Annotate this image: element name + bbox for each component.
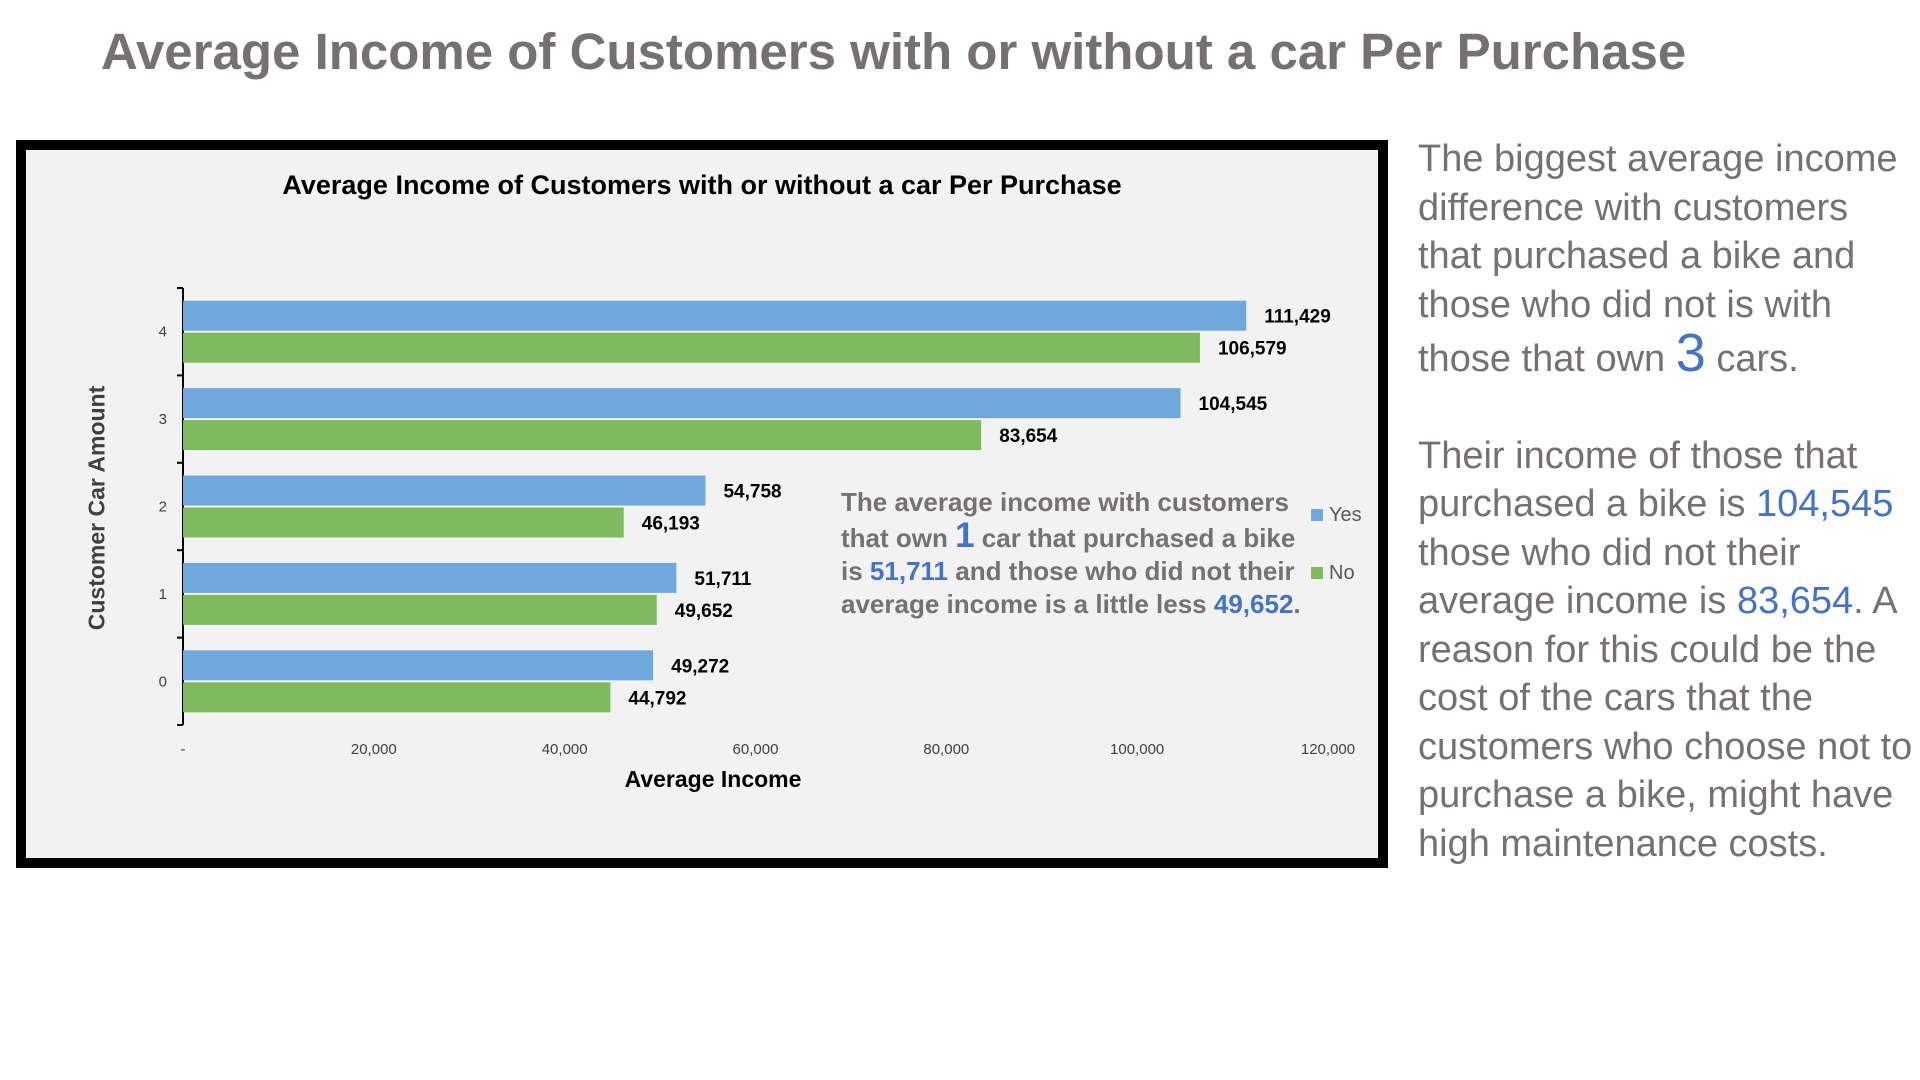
bar-chart: 049,27244,792151,71149,652254,75846,1933…: [159, 287, 1355, 758]
annotation-text-1: The average income with customers that o…: [841, 487, 1289, 553]
chart-title: Average Income of Customers with or with…: [282, 170, 1122, 200]
bar-yes: [183, 388, 1181, 419]
x-tick-label: 120,000: [1301, 741, 1355, 758]
data-label: 51,711: [694, 569, 751, 590]
y-tick-label: 3: [159, 411, 167, 428]
annotation-text-2: car that purchased a bike is: [841, 523, 1296, 586]
chart-legend: Yes No: [1311, 486, 1362, 602]
annotation-value-no: 49,652: [1213, 589, 1294, 619]
data-label: 106,579: [1218, 339, 1287, 360]
side-commentary: The biggest average income difference wi…: [1418, 135, 1913, 868]
legend-item-yes: Yes: [1311, 486, 1362, 544]
x-tick-label: 80,000: [923, 741, 969, 758]
legend-item-no: No: [1311, 544, 1362, 602]
x-tick-label: 40,000: [542, 741, 588, 758]
data-label: 83,654: [999, 426, 1058, 447]
bar-no: [183, 420, 982, 451]
legend-swatch-yes: [1311, 509, 1323, 521]
commentary-1-text-b: cars.: [1705, 338, 1799, 380]
page-title: Average Income of Customers with or with…: [101, 23, 1687, 80]
annotation-value-yes: 51,711: [869, 556, 949, 586]
bar-no: [183, 594, 657, 625]
data-label: 46,193: [642, 514, 700, 535]
y-axis-title: Customer Car Amount: [83, 385, 110, 631]
commentary-2-text-c: . A reason for this could be the cost of…: [1418, 580, 1913, 865]
bar-no: [183, 332, 1200, 363]
data-label: 49,652: [675, 601, 733, 622]
data-label: 104,545: [1199, 394, 1268, 415]
data-label: 44,792: [628, 688, 686, 709]
commentary-1-text-a: The biggest average income difference wi…: [1418, 138, 1898, 380]
data-label: 49,272: [671, 656, 729, 677]
annotation-car-count: 1: [955, 516, 975, 555]
y-tick-label: 1: [159, 586, 167, 603]
y-tick-label: 2: [159, 499, 167, 516]
x-tick-label: 100,000: [1110, 741, 1164, 758]
data-label: 54,758: [723, 482, 781, 503]
x-tick-label: 20,000: [351, 741, 397, 758]
annotation-text-3: and those who did not their average inco…: [841, 556, 1295, 619]
bar-no: [183, 507, 624, 538]
legend-label-no: No: [1329, 561, 1355, 584]
chart-frame: Average Income of Customers with or with…: [16, 140, 1388, 868]
x-tick-label: 60,000: [733, 741, 779, 758]
commentary-paragraph-1: The biggest average income difference wi…: [1418, 135, 1913, 384]
commentary-1-car-count: 3: [1675, 323, 1706, 383]
commentary-2-text-a: Their income of those that purchased a b…: [1418, 434, 1858, 526]
bar-yes: [183, 475, 706, 506]
x-axis-title: Average Income: [624, 766, 802, 792]
y-tick-label: 4: [159, 324, 167, 341]
commentary-2-value-yes: 104,545: [1755, 483, 1894, 525]
bar-yes: [183, 650, 654, 681]
bar-yes: [183, 300, 1247, 331]
legend-label-yes: Yes: [1329, 503, 1362, 526]
paragraph-gap: [1418, 384, 1913, 432]
chart-annotation: The average income with customers that o…: [841, 486, 1311, 621]
annotation-text-4: .: [1293, 589, 1301, 619]
bar-no: [183, 682, 611, 713]
commentary-2-value-no: 83,654: [1736, 580, 1854, 622]
legend-swatch-no: [1311, 567, 1323, 579]
data-label: 111,429: [1264, 307, 1331, 328]
y-tick-label: 0: [159, 673, 167, 690]
commentary-paragraph-2: Their income of those that purchased a b…: [1418, 432, 1913, 869]
bar-yes: [183, 562, 677, 593]
commentary-2-text-b: those who did not their average income i…: [1418, 531, 1801, 623]
x-tick-label: -: [181, 741, 186, 758]
